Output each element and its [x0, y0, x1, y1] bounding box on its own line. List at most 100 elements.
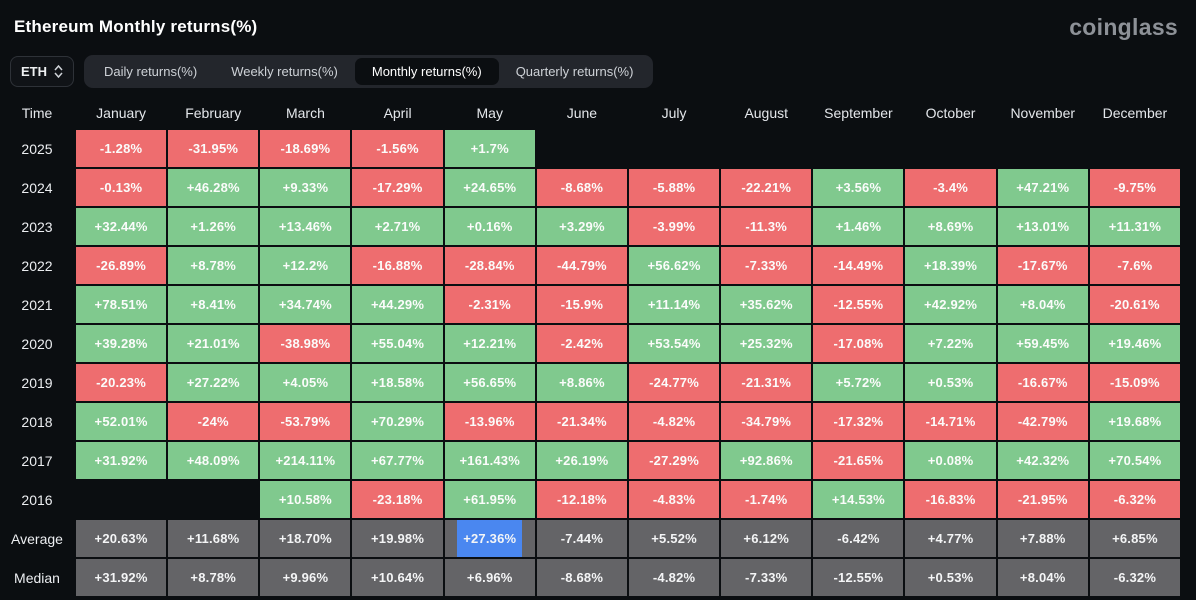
tab-daily[interactable]: Daily returns(%)	[104, 63, 198, 79]
cell-2025-may: +1.7%	[444, 130, 535, 167]
cell-2021-february: +8.41%	[168, 286, 259, 323]
cell-median-november: +8.04%	[997, 559, 1088, 596]
cell-2018-october: -14.71%	[905, 403, 996, 440]
cell-2016-february	[168, 481, 258, 518]
column-header-december: December	[1102, 105, 1168, 121]
cell-2020-april: +55.04%	[352, 325, 443, 362]
row-label-2022: 2022	[21, 257, 53, 274]
cell-2017-january: +31.92%	[76, 442, 167, 479]
cell-2021-june: -15.9%	[536, 286, 627, 323]
cell-average-october: +4.77%	[905, 520, 996, 557]
cell-2025-november	[998, 130, 1088, 167]
cell-2021-december: -20.61%	[1089, 286, 1180, 323]
row-label-2024: 2024	[21, 179, 53, 196]
cell-median-september: -12.55%	[813, 559, 904, 596]
cell-2024-february: +46.28%	[168, 169, 259, 206]
cell-2023-december: +11.31%	[1089, 208, 1180, 245]
column-header-october: October	[925, 105, 976, 121]
cell-2019-july: -24.77%	[628, 364, 720, 401]
cell-2020-september: -17.08%	[813, 325, 904, 362]
table-body: 2025 -1.28% -31.95% -18.69% -1.56% +1.7% 2024 -…	[0, 130, 1180, 596]
row-label-2018: 2018	[21, 413, 53, 430]
cell-2023-july: -3.99%	[628, 208, 720, 245]
cell-2017-september: -21.65%	[813, 442, 904, 479]
cell-2025-march: -18.69%	[260, 130, 351, 167]
cell-2016-april: -23.18%	[352, 481, 443, 518]
cell-2023-june: +3.29%	[536, 208, 627, 245]
cell-2024-july: -5.88%	[628, 169, 720, 206]
cell-2016-may: +61.95%	[444, 481, 535, 518]
table-header-row: Time January February March April May June July…	[0, 98, 1180, 128]
cell-2020-august: +25.32%	[721, 325, 812, 362]
cell-2016-march: +10.58%	[260, 481, 351, 518]
column-header-august: August	[744, 105, 789, 121]
column-header-september: September	[824, 105, 893, 121]
cell-2025-october	[905, 130, 995, 167]
cell-2017-april: +67.77%	[352, 442, 443, 479]
cell-average-january: +20.63%	[76, 520, 167, 557]
returns-period-tabs: Daily returns(%) Weekly returns(%) Monthly…	[84, 54, 654, 88]
column-header-march: March	[285, 105, 325, 121]
cell-2020-july: +53.54%	[628, 325, 720, 362]
cell-2022-august: -7.33%	[721, 247, 812, 284]
row-label-2016: 2016	[21, 491, 53, 508]
cell-2017-october: +0.08%	[905, 442, 996, 479]
tab-quarterly[interactable]: Quarterly returns(%)	[515, 63, 634, 79]
cell-2019-september: +5.72%	[813, 364, 904, 401]
cell-2020-january: +39.28%	[76, 325, 167, 362]
cell-2022-april: -16.88%	[352, 247, 443, 284]
cell-2018-may: -13.96%	[444, 403, 535, 440]
column-header-april: April	[383, 105, 412, 121]
cell-2021-may: -2.31%	[444, 286, 535, 323]
coinglass-logo: coinglass	[1069, 13, 1178, 40]
cell-2016-october: -16.83%	[905, 481, 996, 518]
cell-2017-december: +70.54%	[1089, 442, 1180, 479]
cell-2023-may: +0.16%	[444, 208, 535, 245]
tab-monthly[interactable]: Monthly returns(%)	[354, 57, 499, 85]
column-header-time: Time	[21, 105, 53, 121]
cell-2023-april: +2.71%	[352, 208, 443, 245]
cell-2021-october: +42.92%	[905, 286, 996, 323]
page-title: Ethereum Monthly returns(%)	[14, 17, 258, 36]
cell-2017-may: +161.43%	[444, 442, 535, 479]
cell-2024-september: +3.56%	[813, 169, 904, 206]
cell-2019-june: +8.86%	[536, 364, 627, 401]
cell-2016-september: +14.53%	[813, 481, 904, 518]
cell-2024-november: +47.21%	[997, 169, 1088, 206]
cell-2019-october: +0.53%	[905, 364, 996, 401]
cell-median-january: +31.92%	[76, 559, 167, 596]
cell-2021-november: +8.04%	[997, 286, 1088, 323]
cell-2018-november: -42.79%	[997, 403, 1088, 440]
cell-2024-june: -8.68%	[536, 169, 627, 206]
cell-2017-march: +214.11%	[260, 442, 351, 479]
cell-2023-october: +8.69%	[905, 208, 996, 245]
column-header-may: May	[476, 105, 503, 121]
symbol-select[interactable]: ETH	[10, 55, 74, 87]
cell-2021-january: +78.51%	[76, 286, 167, 323]
cell-2025-september	[813, 130, 903, 167]
cell-2021-march: +34.74%	[260, 286, 351, 323]
cell-2023-january: +32.44%	[76, 208, 167, 245]
cell-2024-august: -22.21%	[721, 169, 812, 206]
cell-2022-june: -44.79%	[536, 247, 627, 284]
cell-median-february: +8.78%	[168, 559, 259, 596]
cell-2016-january	[76, 481, 166, 518]
cell-2020-october: +7.22%	[905, 325, 996, 362]
tab-weekly[interactable]: Weekly returns(%)	[231, 63, 338, 79]
controls-bar: ETH Daily returns(%) Weekly returns(%) Mon…	[0, 48, 1196, 96]
cell-median-december: -6.32%	[1089, 559, 1180, 596]
cell-2018-april: +70.29%	[352, 403, 443, 440]
cell-2022-october: +18.39%	[905, 247, 996, 284]
cell-2025-august	[721, 130, 811, 167]
cell-2019-january: -20.23%	[76, 364, 167, 401]
cell-2025-april: -1.56%	[352, 130, 443, 167]
selected-value-highlight: +27.36%	[457, 520, 523, 557]
up-down-chevron-icon	[54, 64, 63, 78]
cell-2019-february: +27.22%	[168, 364, 259, 401]
cell-2018-february: -24%	[168, 403, 259, 440]
row-label-average: Average	[11, 530, 63, 547]
cell-2025-january: -1.28%	[76, 130, 167, 167]
cell-2025-december	[1090, 130, 1180, 167]
cell-2018-august: -34.79%	[721, 403, 812, 440]
